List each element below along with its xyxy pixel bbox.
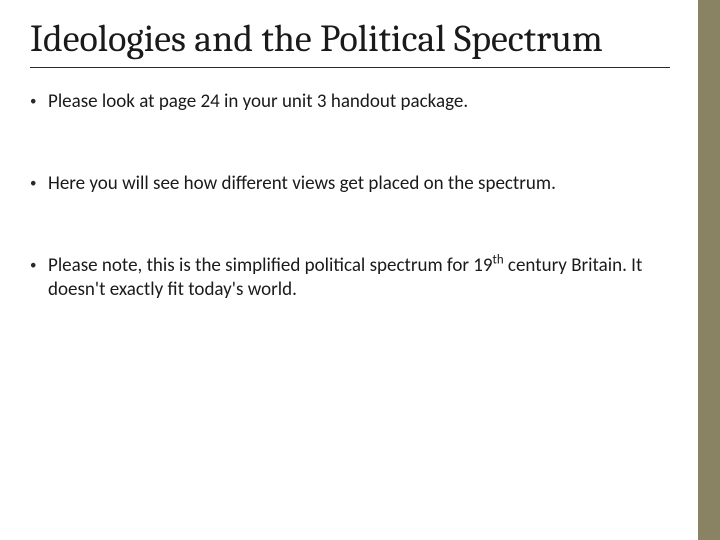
bullet-text: Please note, this is the simplified poli… <box>48 254 672 303</box>
slide-content: Ideologies and the Political Spectrum • … <box>0 0 720 303</box>
bullet-icon: • <box>30 90 48 111</box>
bullet-text: Please look at page 24 in your unit 3 ha… <box>48 90 672 114</box>
accent-bar <box>698 0 720 540</box>
list-item: • Here you will see how different views … <box>30 172 672 196</box>
bullet-icon: • <box>30 254 48 275</box>
list-item: • Please note, this is the simplified po… <box>30 254 672 303</box>
bullet-list: • Please look at page 24 in your unit 3 … <box>30 90 672 303</box>
list-item: • Please look at page 24 in your unit 3 … <box>30 90 672 114</box>
bullet-icon: • <box>30 172 48 193</box>
slide-title: Ideologies and the Political Spectrum <box>30 18 672 61</box>
title-underline <box>30 67 670 68</box>
bullet-text: Here you will see how different views ge… <box>48 172 672 196</box>
